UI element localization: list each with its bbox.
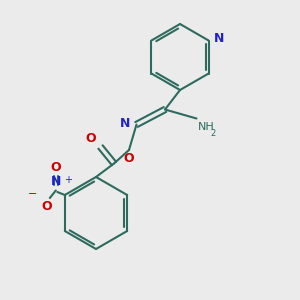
Text: N: N (51, 176, 61, 188)
Text: O: O (85, 132, 96, 145)
Text: O: O (124, 152, 134, 165)
Text: O: O (41, 200, 52, 212)
Text: +: + (64, 176, 72, 185)
Text: N: N (214, 32, 224, 46)
Text: O: O (50, 161, 61, 174)
Text: −: − (28, 188, 37, 199)
Text: N: N (119, 116, 130, 130)
Text: 2: 2 (211, 129, 216, 138)
Text: NH: NH (198, 122, 215, 131)
